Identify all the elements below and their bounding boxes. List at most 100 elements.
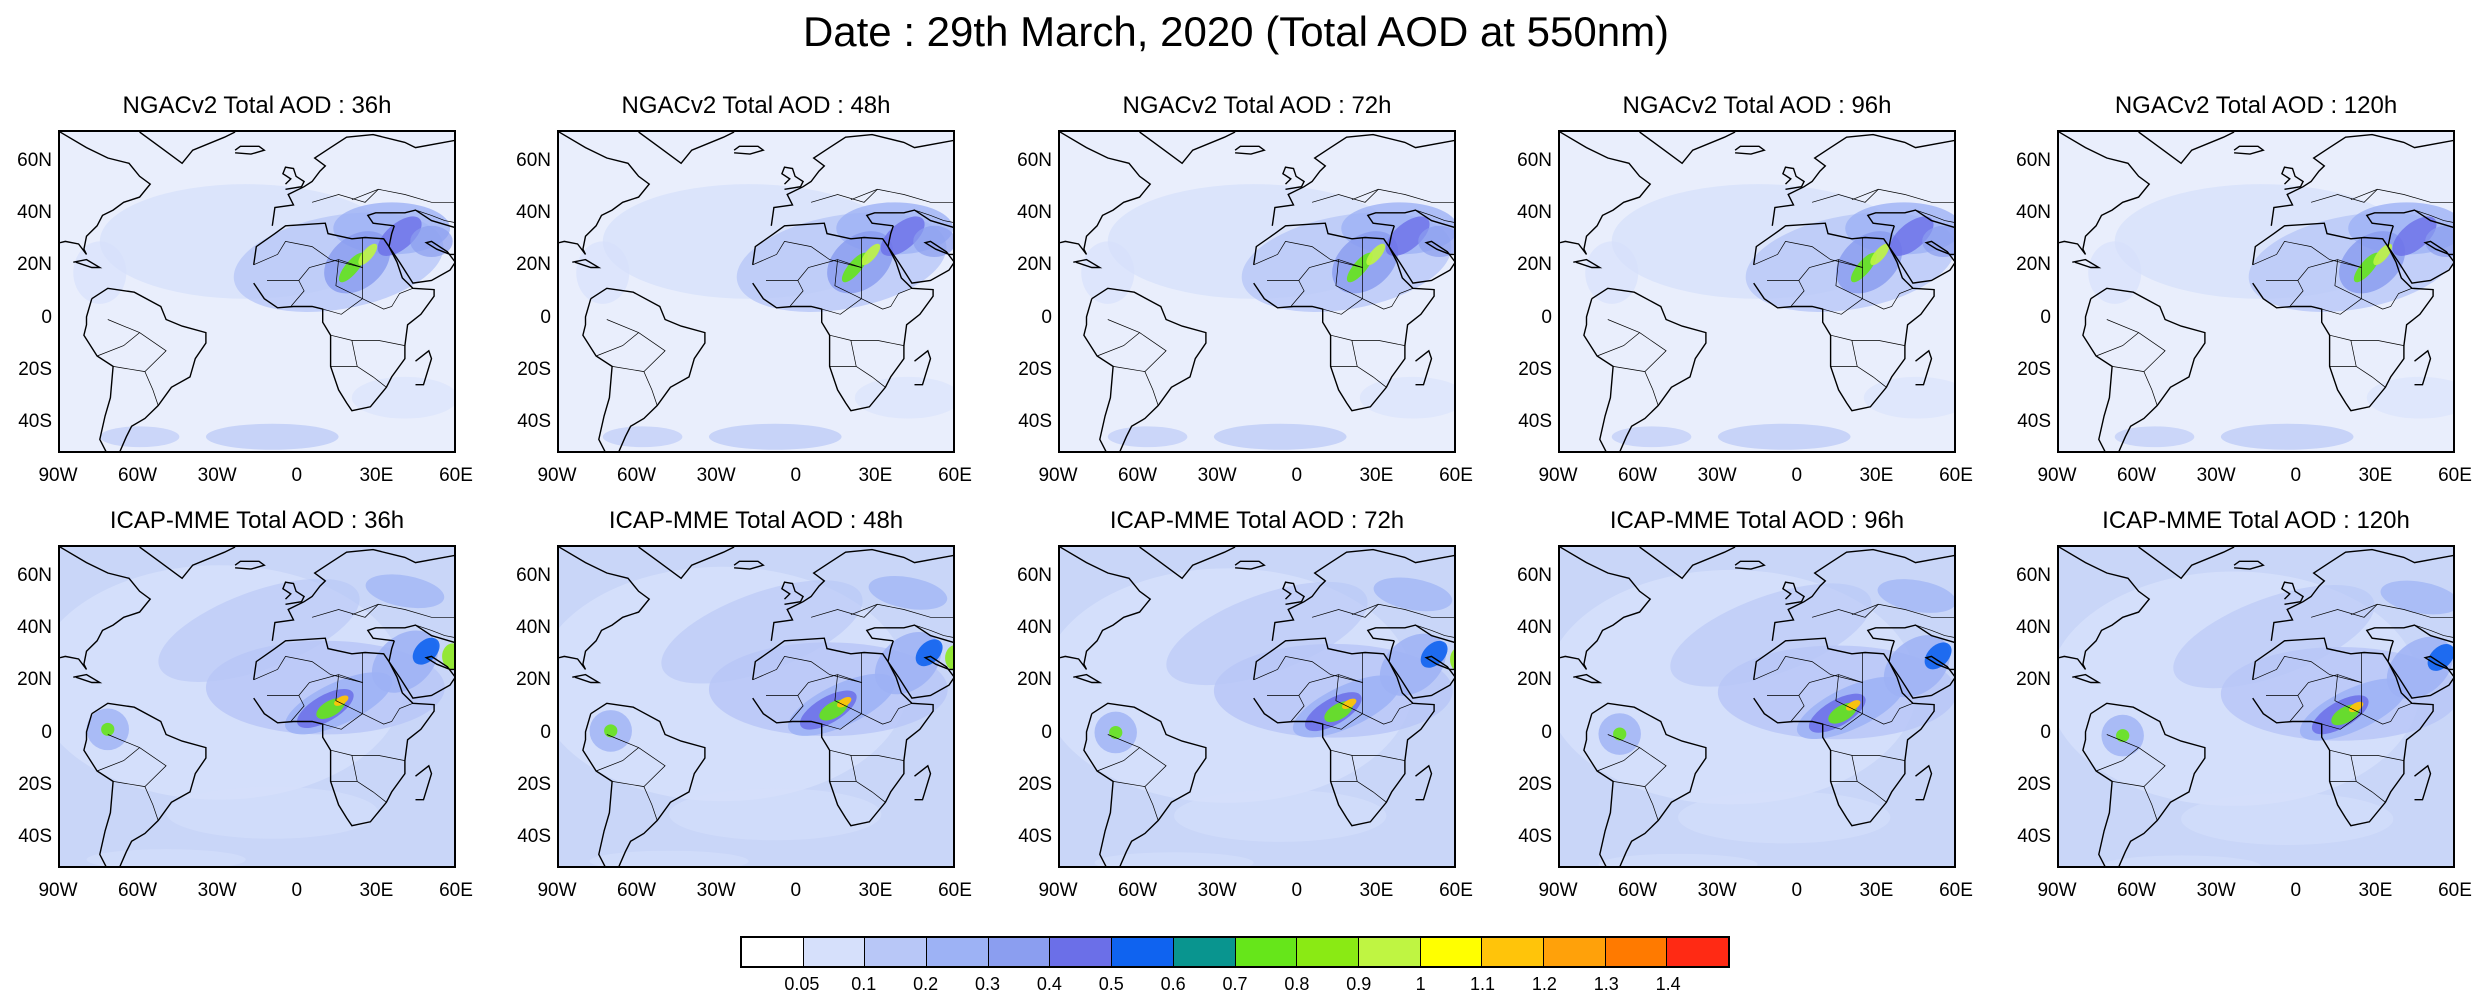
colorbar-swatch: [988, 938, 1051, 966]
lon-tick-label: 90W: [38, 880, 78, 901]
south-america-coast: [83, 702, 207, 866]
greenland-coast: [2138, 132, 2235, 165]
aerosol-field: [1346, 252, 1373, 283]
map-panel: [58, 130, 456, 453]
lon-tick-label: 0: [1791, 880, 1803, 901]
aerosol-field: [1922, 225, 1954, 258]
country-border: [2350, 603, 2453, 618]
country-border: [1096, 747, 1140, 772]
colorbar-label: 0.7: [1222, 974, 1248, 994]
aerosol-field: [604, 724, 618, 738]
country-border: [789, 280, 804, 307]
country-border: [1851, 340, 1887, 388]
middle-east-coast: [366, 624, 454, 699]
aerosol-field: [1385, 216, 1430, 256]
lat-tick-label: 0: [2040, 721, 2051, 743]
country-border: [415, 624, 454, 638]
cuba-coast: [73, 673, 103, 684]
greenland-coast: [1639, 132, 1736, 165]
lat-tick-label: 20S: [1518, 358, 1552, 380]
lon-tick-label: 30W: [1697, 465, 1737, 486]
middle-east-coast: [2365, 209, 2453, 284]
madagascar-coast: [1415, 349, 1433, 386]
country-border: [113, 781, 159, 821]
country-border: [1767, 674, 1863, 730]
country-border: [2329, 334, 2404, 346]
aerosol-field: [1109, 725, 1123, 739]
lat-tick-label: 20N: [516, 669, 551, 691]
aerosol-field: [2427, 643, 2453, 671]
lon-tick-label: 60E: [1439, 880, 1473, 901]
lon-tick-label: 30W: [2196, 465, 2236, 486]
map-canvas: [1560, 132, 1954, 451]
country-border: [1267, 259, 1363, 315]
lon-tick-label: 60E: [2438, 465, 2472, 486]
aerosol-field: [1598, 853, 1758, 866]
aerosol-field: [1174, 789, 1387, 842]
lon-tick-label: 30W: [197, 465, 237, 486]
middle-east-coast: [865, 209, 953, 284]
madagascar-coast: [2414, 764, 2432, 801]
country-border: [267, 674, 363, 730]
country-border: [2112, 781, 2158, 821]
country-border: [1351, 603, 1454, 618]
country-border: [2106, 734, 2166, 787]
country-border: [290, 695, 305, 722]
aerosol-field: [1359, 376, 1454, 419]
map-panel: [1558, 130, 1956, 453]
europe-coast: [271, 133, 454, 226]
aerosol-field: [2088, 241, 2142, 304]
aerosol-field: [837, 697, 852, 708]
country-border: [2106, 319, 2166, 372]
country-border: [2361, 702, 2413, 725]
lat-tick-label: 20S: [2017, 358, 2051, 380]
europe-coast: [770, 133, 953, 226]
country-border: [1351, 188, 1454, 203]
colorbar-swatch: [1235, 938, 1298, 966]
country-border: [1335, 674, 1363, 715]
country-border: [850, 340, 886, 388]
cuba-coast: [73, 258, 103, 269]
country-border: [1812, 189, 1879, 203]
middle-east-coast: [2365, 624, 2453, 699]
aerosol-field: [358, 243, 378, 266]
lon-tick-label: 60W: [118, 880, 158, 901]
aerosol-field: [2373, 243, 2393, 266]
south-america-coast: [1583, 287, 1707, 451]
lon-tick-label: 60E: [1939, 465, 1973, 486]
country-border: [351, 603, 454, 618]
country-border: [335, 674, 363, 715]
lon-tick-label: 0: [291, 465, 303, 486]
lon-tick-label: 60W: [118, 465, 158, 486]
country-border: [1596, 747, 1640, 772]
aerosol-field: [338, 252, 365, 283]
country-border: [107, 734, 167, 787]
panel-title: ICAP-MME Total AOD : 96h: [1609, 507, 1905, 534]
aerosol-field: [99, 426, 180, 448]
country-border: [1362, 287, 1414, 310]
south-america-coast: [582, 287, 706, 451]
country-border: [2350, 340, 2386, 388]
country-border: [595, 332, 639, 357]
country-border: [1107, 734, 1167, 787]
south-america-coast: [83, 287, 207, 451]
country-border: [1607, 319, 1667, 372]
lat-tick-label: 40S: [517, 825, 551, 847]
lat-tick-label: 20N: [17, 669, 52, 691]
country-border: [1596, 332, 1640, 357]
lat-tick-label: 60N: [1017, 565, 1052, 587]
country-border: [861, 702, 913, 725]
europe-coast: [2270, 548, 2453, 641]
middle-east-coast: [366, 209, 454, 284]
north-america-coast: [60, 547, 152, 670]
country-border: [1915, 209, 1954, 223]
map-canvas: [2059, 547, 2453, 866]
iceland-coast: [1234, 560, 1266, 570]
country-border: [1851, 603, 1954, 618]
lat-tick-label: 60N: [1017, 150, 1052, 172]
lon-tick-label: 60E: [1439, 465, 1473, 486]
aerosol-field: [880, 216, 925, 256]
madagascar-coast: [2414, 349, 2432, 386]
lat-tick-label: 20S: [517, 358, 551, 380]
lon-tick-label: 60W: [1118, 880, 1158, 901]
